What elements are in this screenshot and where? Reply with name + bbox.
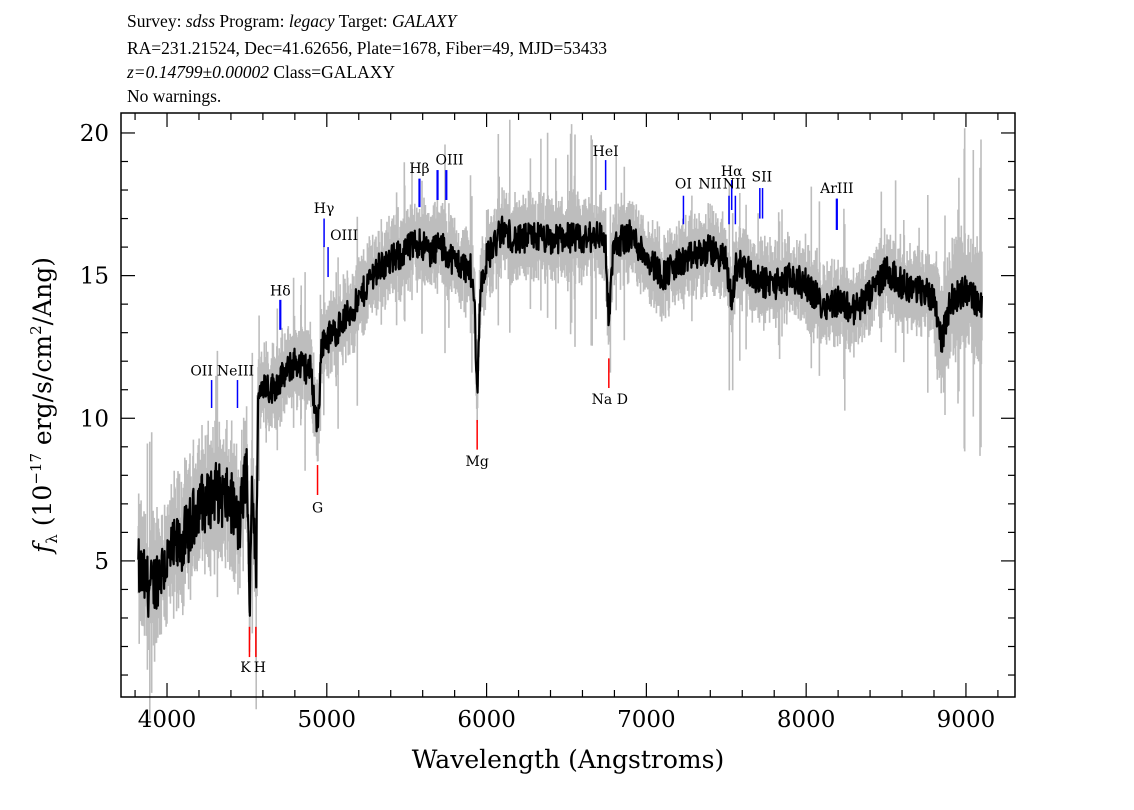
line-label: OIII bbox=[330, 228, 358, 244]
x-axis-label: Wavelength (Angstroms) bbox=[411, 745, 725, 774]
line-label: Hδ bbox=[270, 284, 291, 300]
x-tick-label: 8000 bbox=[777, 707, 836, 733]
header-line-survey: Survey: sdss Program: legacy Target: GAL… bbox=[127, 10, 456, 32]
line-label: HeI bbox=[593, 144, 619, 160]
class-value: Class=GALAXY bbox=[273, 62, 396, 82]
x-tick-label: 5000 bbox=[298, 707, 357, 733]
error-band bbox=[137, 119, 983, 720]
survey-value: sdss bbox=[185, 11, 216, 31]
line-label: OII bbox=[190, 363, 213, 379]
line-label: SII bbox=[751, 169, 772, 185]
header-line-redshift: z=0.14799±0.00002 Class=GALAXY bbox=[127, 61, 395, 83]
line-label: NII bbox=[723, 177, 746, 193]
plot-frame bbox=[120, 112, 1016, 698]
y-axis-label: fλ (10−17 erg/s/cm2/Ang) bbox=[27, 257, 61, 553]
header-line-coordinates: RA=231.21524, Dec=41.62656, Plate=1678, … bbox=[127, 38, 608, 58]
y-tick-label: 15 bbox=[80, 264, 109, 290]
line-label: Hγ bbox=[314, 201, 335, 217]
line-label: NII bbox=[698, 177, 721, 193]
header-line-warnings: No warnings. bbox=[127, 86, 222, 106]
line-label: Hβ bbox=[409, 161, 429, 177]
line-label: OIII bbox=[435, 152, 463, 168]
line-label: ArIII bbox=[819, 181, 853, 197]
redshift-value: z=0.14799±0.00002 bbox=[127, 62, 269, 82]
line-label: G bbox=[312, 500, 323, 516]
x-tick-label: 6000 bbox=[457, 707, 516, 733]
x-tick-label: 4000 bbox=[138, 707, 197, 733]
line-label: Hα bbox=[721, 164, 743, 180]
survey-label: Survey: bbox=[127, 11, 182, 31]
line-label: H bbox=[254, 660, 266, 676]
line-label: NeIII bbox=[217, 363, 254, 379]
line-label: Na D bbox=[592, 392, 628, 408]
x-tick-label: 9000 bbox=[937, 707, 996, 733]
line-label: Mg bbox=[466, 454, 489, 470]
y-tick-label: 20 bbox=[80, 121, 109, 147]
flux-line bbox=[137, 215, 983, 618]
y-tick-label: 5 bbox=[94, 549, 109, 575]
line-label: K bbox=[240, 660, 251, 676]
target-value: GALAXY bbox=[392, 11, 457, 31]
target-label: Target: bbox=[338, 11, 388, 31]
line-label: OI bbox=[675, 177, 692, 193]
x-tick-label: 7000 bbox=[617, 707, 676, 733]
y-tick-label: 10 bbox=[80, 406, 109, 432]
program-label: Program: bbox=[219, 11, 285, 31]
program-value: legacy bbox=[288, 11, 335, 31]
